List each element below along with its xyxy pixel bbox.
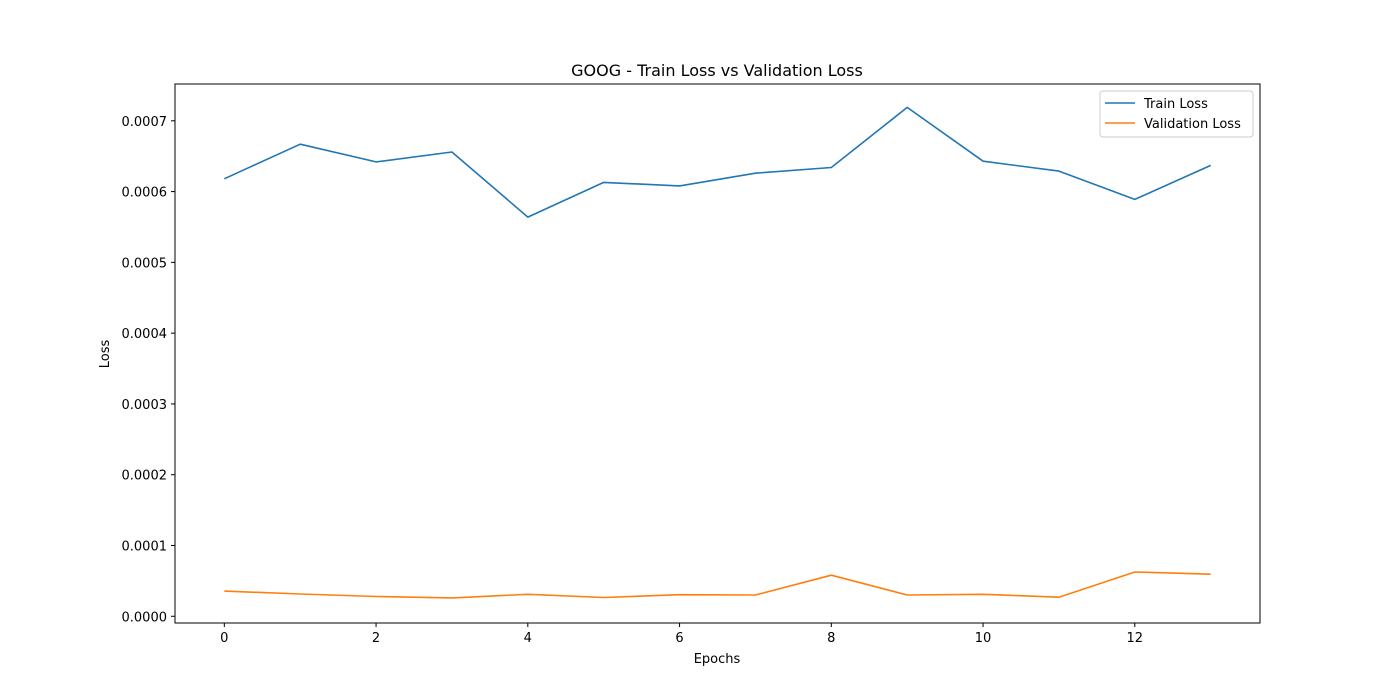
y-tick-label: 0.0000 bbox=[122, 610, 168, 625]
y-axis: 0.0000 0.0001 0.0002 0.0003 0.0004 0.0005 0.00… bbox=[122, 115, 175, 625]
legend-box bbox=[1099, 90, 1254, 138]
y-axis-label: Loss bbox=[98, 340, 113, 369]
x-tick-label: 0 bbox=[220, 631, 228, 646]
x-tick-label: 10 bbox=[975, 631, 992, 646]
series-line-validation-loss bbox=[224, 571, 1211, 599]
x-tick-label: 2 bbox=[372, 631, 380, 646]
y-tick-label: 0.0004 bbox=[122, 327, 168, 342]
x-axis-label: Epochs bbox=[694, 652, 741, 667]
y-tick-label: 0.0007 bbox=[122, 115, 168, 130]
y-tick-label: 0.0001 bbox=[122, 539, 168, 554]
chart-title: GOOG - Train Loss vs Validation Loss bbox=[571, 61, 863, 80]
x-tick-label: 8 bbox=[827, 631, 835, 646]
y-tick-label: 0.0006 bbox=[122, 186, 168, 201]
x-tick-label: 12 bbox=[1127, 631, 1144, 646]
plot-area bbox=[223, 106, 1212, 599]
y-tick-label: 0.0002 bbox=[122, 469, 168, 484]
y-tick-label: 0.0005 bbox=[122, 256, 168, 271]
legend-label: Train Loss bbox=[1143, 97, 1208, 112]
y-tick-label: 0.0003 bbox=[122, 398, 168, 413]
series-line-train-loss bbox=[223, 106, 1212, 218]
legend: Train Loss Validation Loss bbox=[1099, 90, 1254, 138]
x-tick-label: 4 bbox=[524, 631, 532, 646]
legend-label: Validation Loss bbox=[1144, 117, 1241, 132]
plot-frame bbox=[174, 83, 1261, 624]
x-tick-label: 6 bbox=[675, 631, 683, 646]
x-axis: 0 2 4 6 8 10 12 bbox=[220, 623, 1143, 646]
